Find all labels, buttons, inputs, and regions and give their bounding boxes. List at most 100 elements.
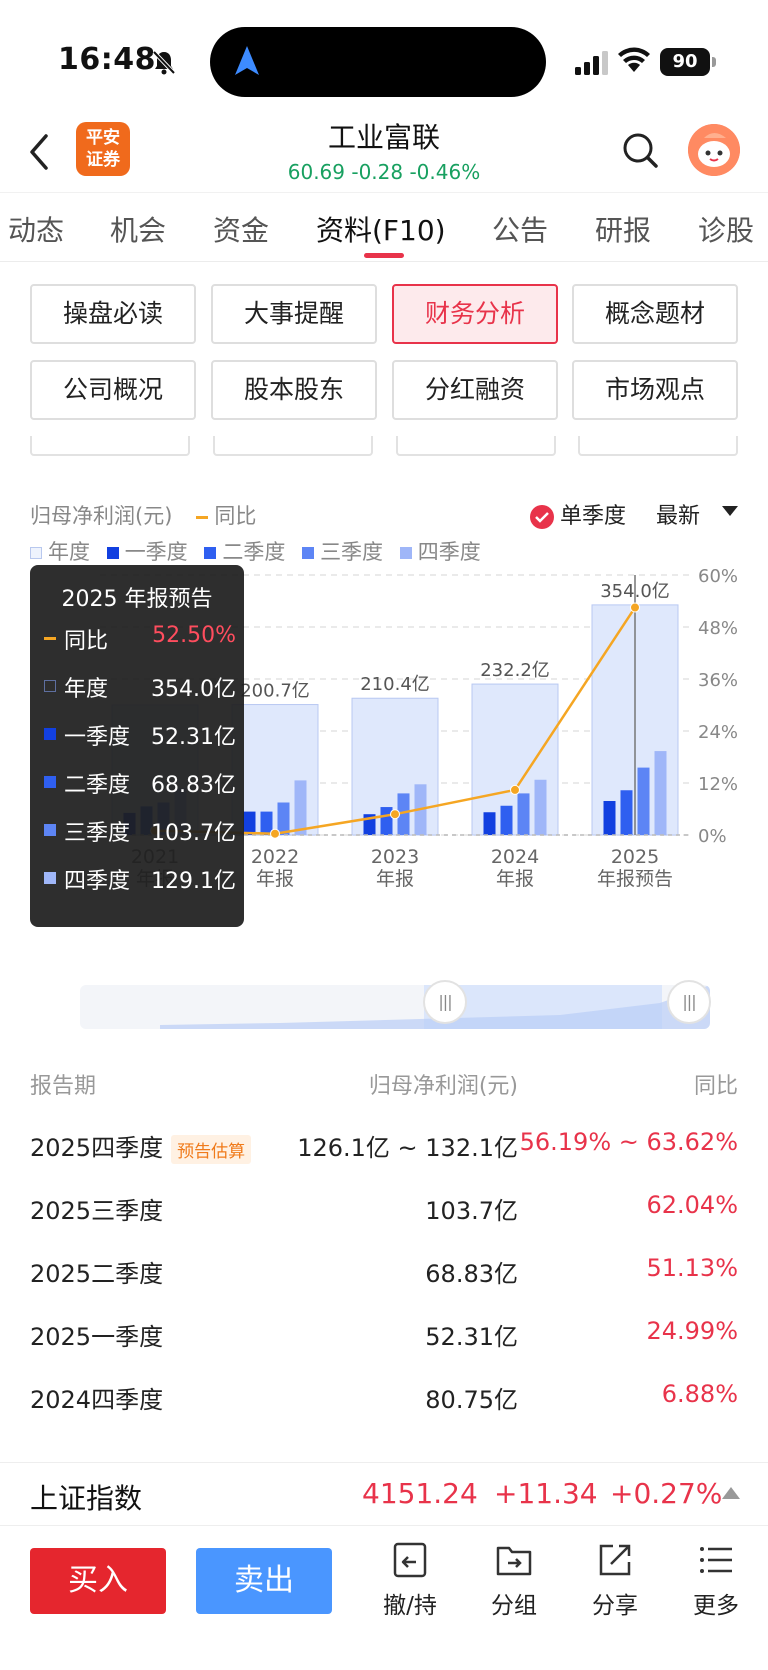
legend-q2: 二季度 — [222, 540, 286, 564]
buy-button[interactable]: 买入 — [30, 1548, 166, 1614]
index-value: 4151.24 — [362, 1477, 478, 1510]
broker-logo: 平安 证券 — [76, 122, 130, 176]
row-yoy: 62.04% — [646, 1191, 738, 1219]
range-minimap — [160, 985, 710, 1029]
row-period: 2025一季度 — [30, 1317, 163, 1352]
index-ticker[interactable]: 上证指数 4151.24 +11.34 +0.27% — [0, 1462, 768, 1526]
table-row[interactable]: 2024四季度 80.75亿 6.88% — [30, 1380, 738, 1420]
logo-line-2: 证券 — [86, 150, 120, 170]
check-circle-icon — [530, 505, 554, 529]
share-button[interactable]: 分享 — [575, 1540, 655, 1620]
expand-up-icon[interactable] — [722, 1487, 740, 1499]
metric-subtab[interactable] — [213, 436, 373, 456]
row-yoy: 51.13% — [646, 1254, 738, 1282]
tooltip-row-q3: 三季度 103.7亿 — [44, 815, 236, 846]
latest-dropdown[interactable]: 最新 — [656, 504, 701, 529]
quarter-bar — [534, 779, 547, 835]
q4-marker — [44, 872, 56, 884]
tooltip-value: 354.0亿 — [151, 677, 236, 702]
tab-funds[interactable]: 资金 — [213, 214, 270, 247]
tab-research[interactable]: 研报 — [595, 214, 652, 247]
metric-subtab[interactable] — [578, 436, 738, 456]
table-row[interactable]: 2025三季度 103.7亿 62.04% — [30, 1191, 738, 1231]
tab-dynamics[interactable]: 动态 — [8, 214, 65, 247]
fn-concepts[interactable]: 概念题材 — [572, 284, 738, 344]
tab-opportunity[interactable]: 机会 — [110, 214, 167, 247]
chart-tooltip: 2025 年报预告 同比 52.50% 年度 354.0亿 一季度 52.31亿… — [30, 565, 244, 927]
legend-q4: 四季度 — [417, 540, 481, 564]
table-row[interactable]: 2025一季度 52.31亿 24.99% — [30, 1317, 738, 1357]
header-profit: 归母净利润(元) — [368, 1074, 518, 1099]
x-tick-kind: 年报 — [256, 868, 294, 890]
tab-f10-info[interactable]: 资料(F10) — [316, 214, 446, 247]
table-header: 报告期 归母净利润(元) 同比 — [30, 1068, 738, 1102]
x-tick-year: 2024 — [491, 846, 539, 868]
tooltip-value: 129.1亿 — [151, 869, 236, 894]
tooltip-row-annual: 年度 354.0亿 — [44, 671, 236, 702]
index-change: +11.34 — [494, 1477, 598, 1510]
tab-diagnosis[interactable]: 诊股 — [698, 214, 755, 247]
table-row[interactable]: 2025二季度 68.83亿 51.13% — [30, 1254, 738, 1294]
quarter-bar — [277, 802, 290, 835]
group-button[interactable]: 分组 — [474, 1540, 554, 1620]
single-season-label: 单季度 — [560, 504, 627, 529]
cancel-hold-button[interactable]: 撤/持 — [370, 1540, 450, 1620]
metric-subtabs-partial — [30, 436, 738, 466]
fn-shareholders[interactable]: 股本股东 — [211, 360, 377, 420]
fn-market-views[interactable]: 市场观点 — [572, 360, 738, 420]
row-profit: 68.83亿 — [425, 1260, 518, 1288]
right-axis-tick: 36% — [698, 670, 738, 691]
fn-dividends-financing[interactable]: 分红融资 — [392, 360, 558, 420]
stock-name: 工业富联 — [327, 121, 440, 154]
tooltip-value: 68.83亿 — [151, 773, 236, 798]
wifi-icon — [618, 47, 650, 72]
status-time: 16:48 — [58, 42, 156, 77]
legend-q4-swatch — [399, 547, 412, 559]
caret-down-icon[interactable] — [722, 506, 738, 516]
fn-company-profile[interactable]: 公司概况 — [30, 360, 196, 420]
tooltip-label: 四季度 — [64, 869, 131, 894]
row-profit: 80.75亿 — [425, 1386, 518, 1414]
legend-q1-swatch — [106, 547, 119, 559]
more-button[interactable]: 更多 — [676, 1540, 756, 1620]
range-handle-right[interactable]: ||| — [667, 980, 711, 1024]
fn-trading-essentials[interactable]: 操盘必读 — [30, 284, 196, 344]
yoy-legend-line — [196, 515, 209, 519]
table-row[interactable]: 2025四季度 预告估算 126.1亿 ~ 132.1亿 56.19% ~ 63.62… — [30, 1128, 738, 1168]
trade-action-bar: 买入 卖出 撤/持 分组 分享 更多 — [0, 1526, 768, 1670]
quarter-bar — [500, 805, 513, 835]
logo-line-1: 平安 — [86, 128, 120, 148]
share-icon — [599, 1544, 631, 1576]
assistant-avatar[interactable] — [688, 124, 740, 176]
metric-subtab[interactable] — [396, 436, 556, 456]
cancel-hold-label: 撤/持 — [383, 1593, 437, 1619]
more-label: 更多 — [693, 1593, 739, 1619]
single-season-toggle[interactable]: 单季度 — [530, 498, 626, 530]
tooltip-row-q4: 四季度 129.1亿 — [44, 863, 236, 894]
x-tick-year: 2025 — [611, 846, 659, 868]
tooltip-label: 三季度 — [64, 821, 131, 846]
folder-icon — [496, 1546, 532, 1576]
tooltip-label: 同比 — [64, 629, 109, 654]
share-label: 分享 — [592, 1593, 638, 1619]
q3-marker — [44, 824, 56, 836]
q2-marker — [44, 776, 56, 788]
search-icon[interactable] — [620, 130, 660, 170]
fn-financial-analysis[interactable]: 财务分析 — [392, 284, 558, 344]
range-handle-left[interactable]: ||| — [423, 980, 467, 1024]
stock-header: 平安 证券 工业富联 60.69 -0.28 -0.46% — [0, 112, 768, 192]
tab-announcements[interactable]: 公告 — [492, 214, 549, 247]
metric-subtab[interactable] — [30, 436, 190, 456]
legend-q3-swatch — [302, 547, 315, 559]
quarter-bar — [397, 793, 410, 835]
tooltip-row-q2: 二季度 68.83亿 — [44, 767, 236, 798]
quarter-bar — [603, 800, 616, 835]
tooltip-value: 52.50% — [152, 623, 236, 648]
fn-event-reminder[interactable]: 大事提醒 — [211, 284, 377, 344]
dynamic-island — [210, 27, 546, 97]
quarter-bar — [243, 811, 256, 835]
back-chevron-icon[interactable] — [24, 132, 54, 172]
sell-button[interactable]: 卖出 — [196, 1548, 332, 1614]
range-slider-track[interactable] — [80, 985, 710, 1029]
status-bar: 16:48 90 — [0, 0, 768, 112]
